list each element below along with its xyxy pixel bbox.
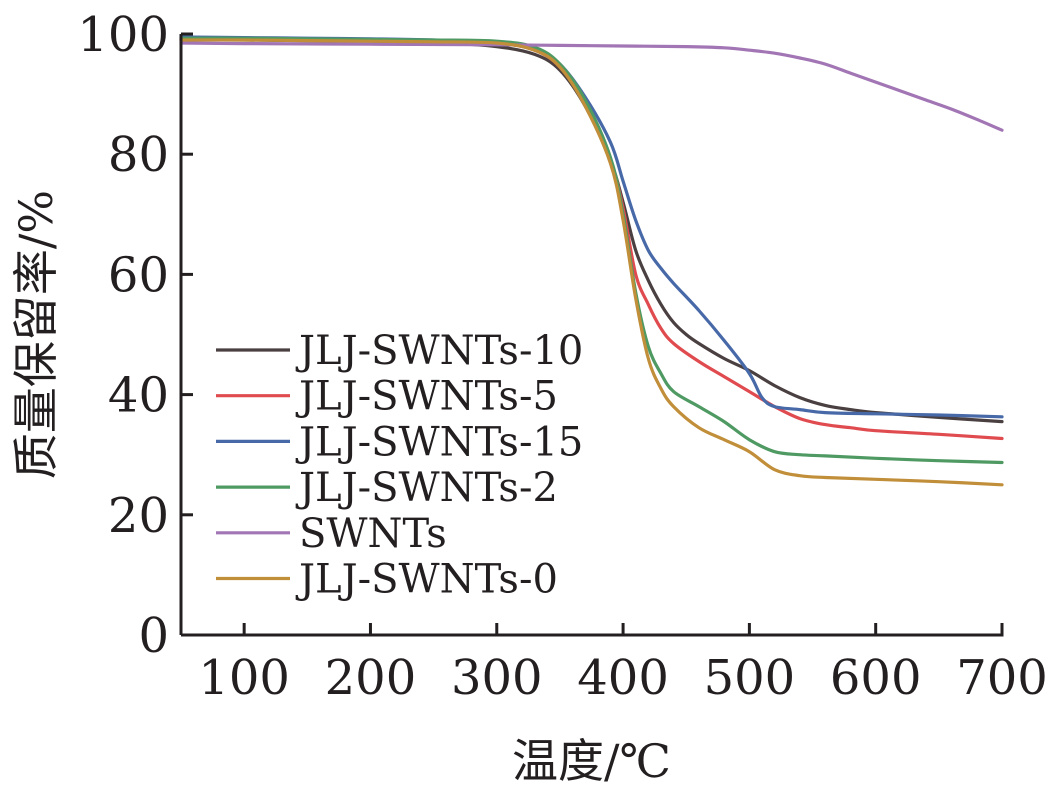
legend-label: JLJ-SWNTs-5 — [295, 374, 558, 420]
y-tick-label: 80 — [108, 127, 169, 183]
legend: JLJ-SWNTs-10JLJ-SWNTs-5JLJ-SWNTs-15JLJ-S… — [216, 328, 583, 603]
y-tick-label: 60 — [108, 247, 169, 303]
legend-label: JLJ-SWNTs-10 — [295, 328, 583, 374]
legend-label: SWNTs — [299, 511, 447, 557]
legend-label: JLJ-SWNTs-2 — [295, 465, 558, 511]
y-tick-label: 40 — [108, 368, 169, 424]
x-tick-label: 400 — [577, 650, 669, 706]
x-axis-title: 温度/℃ — [512, 734, 671, 788]
x-tick-label: 600 — [830, 650, 922, 706]
y-tick-label: 20 — [108, 488, 169, 544]
axes — [179, 34, 1004, 637]
series-layer — [179, 35, 1004, 487]
y-axis-title: 质量保留率/% — [9, 190, 63, 479]
x-tick-label: 100 — [198, 650, 290, 706]
series-line-5 — [179, 38, 1004, 487]
legend-label: JLJ-SWNTs-15 — [295, 419, 583, 465]
legend-label: JLJ-SWNTs-0 — [295, 557, 558, 603]
x-tick-label: 500 — [704, 650, 796, 706]
x-tick-label: 200 — [325, 650, 417, 706]
y-tick-label: 100 — [77, 7, 169, 63]
series-line-4 — [179, 41, 1004, 132]
x-tick-label: 700 — [956, 650, 1048, 706]
ticks-layer: 0 20 40 60 80 100 100 200 300 400 500 600 700 — [77, 7, 1047, 706]
x-tick-label: 300 — [451, 650, 543, 706]
y-tick-label: 0 — [138, 608, 169, 664]
